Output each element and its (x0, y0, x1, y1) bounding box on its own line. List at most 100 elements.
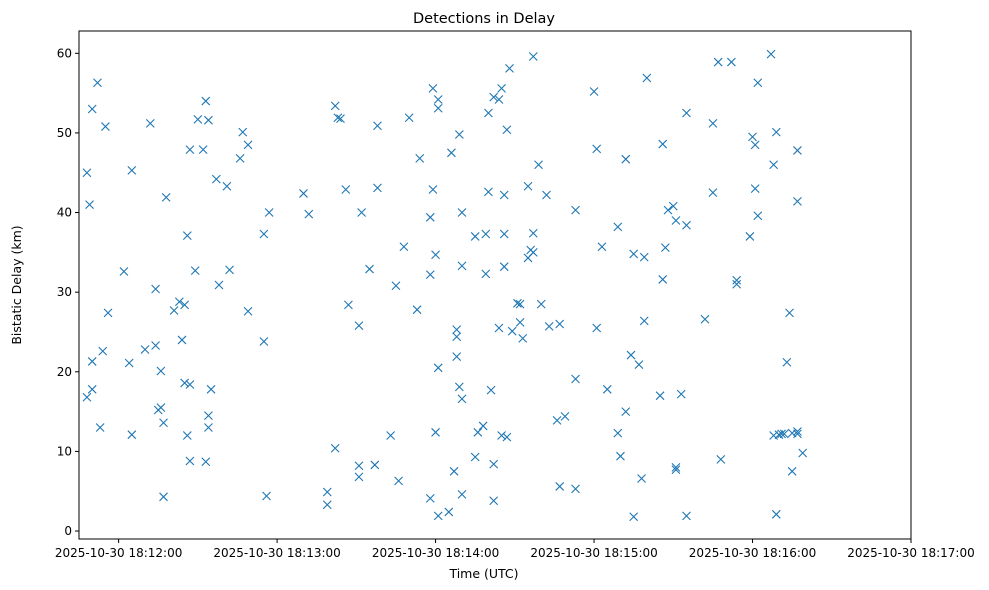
data-point (571, 374, 580, 384)
data-point (322, 500, 332, 510)
data-point (373, 183, 382, 193)
data-point (211, 174, 221, 184)
data-point (264, 208, 274, 217)
x-axis-label: Time (UTC) (448, 566, 518, 581)
data-point (431, 427, 440, 437)
data-point (528, 52, 538, 61)
data-point (151, 284, 160, 294)
data-point (750, 140, 760, 150)
data-point (613, 428, 623, 438)
data-point (668, 201, 678, 211)
data-point (727, 57, 736, 67)
data-point (637, 474, 646, 483)
data-point (425, 270, 435, 280)
data-point (156, 403, 166, 413)
data-point (536, 299, 546, 309)
data-point (771, 127, 781, 137)
y-tick-label: 10 (57, 444, 72, 458)
data-point (98, 346, 108, 356)
data-point (177, 335, 187, 345)
data-point (185, 380, 195, 389)
data-point (365, 264, 374, 274)
data-point (639, 252, 649, 262)
data-point (182, 431, 192, 440)
data-point (159, 418, 168, 428)
data-point (82, 392, 92, 402)
data-point (299, 189, 308, 198)
data-point (494, 95, 504, 104)
data-point (613, 222, 623, 232)
y-axis-label: Bistatic Delay (km) (9, 225, 24, 344)
data-point (589, 87, 599, 96)
data-point (785, 308, 794, 318)
data-point (544, 322, 554, 331)
data-point (552, 415, 562, 425)
plot-frame (78, 30, 912, 540)
data-point (103, 308, 113, 318)
data-point (454, 130, 464, 139)
data-point (431, 250, 440, 260)
data-point (793, 197, 802, 206)
x-tick-label: 2025-10-30 18:17:00 (847, 546, 974, 560)
data-point (505, 64, 514, 73)
data-point (748, 132, 757, 142)
data-point (486, 385, 496, 395)
data-point (497, 431, 506, 440)
data-point (787, 466, 797, 476)
points-layer (82, 49, 808, 522)
data-point (201, 457, 211, 467)
data-point (502, 125, 512, 135)
data-point (489, 92, 499, 102)
data-point (259, 229, 269, 239)
data-point (515, 299, 525, 309)
data-point (499, 190, 509, 200)
chart-title: Detections in Delay (413, 11, 555, 27)
data-point (682, 220, 691, 230)
data-point (304, 209, 314, 219)
data-point (481, 229, 491, 239)
data-point (391, 281, 401, 291)
data-point (629, 512, 639, 522)
data-point (322, 487, 332, 497)
data-point (428, 83, 438, 93)
data-point (507, 326, 517, 336)
data-point (357, 208, 367, 217)
data-point (700, 314, 710, 324)
data-point (225, 265, 234, 275)
data-point (124, 358, 134, 368)
data-point (151, 341, 160, 350)
data-point (499, 262, 509, 272)
data-point (156, 366, 166, 376)
data-point (779, 429, 789, 439)
data-point (766, 49, 776, 59)
data-point (470, 452, 480, 462)
data-point (470, 232, 480, 241)
y-tick-label: 30 (57, 285, 72, 299)
data-point (528, 228, 538, 238)
data-point (404, 113, 414, 123)
data-point (206, 384, 216, 394)
data-point (428, 185, 438, 194)
data-point (193, 114, 203, 124)
data-point (425, 494, 435, 503)
data-point (777, 429, 786, 439)
data-point (204, 115, 213, 125)
data-point (159, 492, 168, 502)
data-point (571, 484, 580, 494)
data-point (235, 154, 245, 163)
data-point (571, 205, 580, 215)
data-point (433, 95, 443, 104)
data-point (484, 187, 493, 197)
data-point (190, 266, 200, 276)
data-point (82, 168, 92, 178)
data-point (222, 181, 232, 191)
data-point (658, 139, 668, 149)
data-point (502, 432, 512, 442)
data-point (119, 267, 129, 276)
data-point (457, 261, 467, 271)
data-point (513, 298, 522, 308)
data-point (127, 430, 137, 440)
data-point (534, 160, 543, 170)
y-tick-label: 60 (57, 46, 72, 60)
